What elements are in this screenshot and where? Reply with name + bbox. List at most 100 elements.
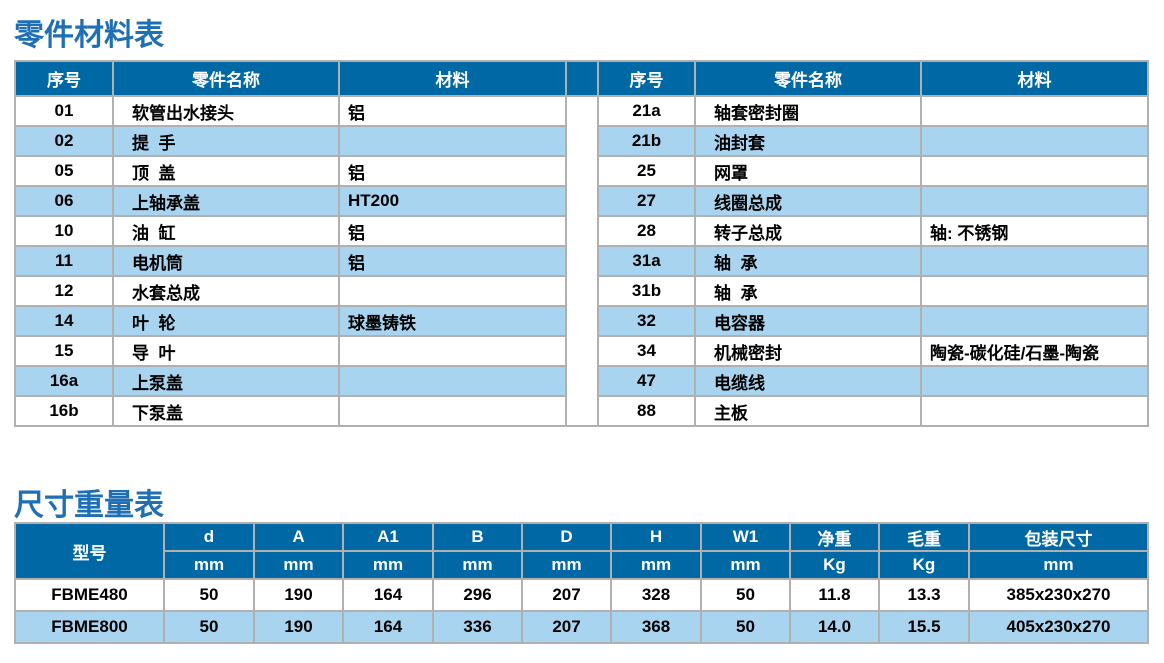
part-name: 顶 盖: [112, 155, 340, 187]
part-name: 轴 承: [694, 245, 922, 277]
header-unit: mm: [342, 550, 434, 580]
gap-cell: [565, 186, 599, 216]
header-material: 材料: [920, 60, 1149, 97]
gap-cell: [565, 126, 599, 156]
gap-cell: [565, 276, 599, 306]
part-name: 电缆线: [694, 365, 922, 397]
part-no: 21b: [597, 125, 696, 157]
header-unit: mm: [432, 550, 523, 580]
table-row: 10 油 缸铝 28 转子总成 轴: 不锈钢: [14, 215, 1149, 247]
value-cell: 190: [253, 578, 344, 612]
part-name: 网罩: [694, 155, 922, 187]
header-dim: d: [163, 522, 255, 552]
part-name: 电容器: [694, 305, 922, 337]
table-row: 15 导 叶 34 机械密封 陶瓷-碳化硅/石墨-陶瓷: [14, 335, 1149, 367]
part-no: 47: [597, 365, 696, 397]
part-material: HT200: [338, 185, 567, 217]
part-no: 10: [14, 215, 114, 247]
gap-cell: [565, 246, 599, 276]
header-unit: mm: [968, 550, 1149, 580]
value-cell: 164: [342, 610, 434, 644]
table-row: 16a 上泵盖 47 电缆线: [14, 365, 1149, 397]
header-unit: mm: [521, 550, 612, 580]
value-cell: 11.8: [789, 578, 880, 612]
part-material: [920, 185, 1149, 217]
value-cell: 385x230x270: [968, 578, 1149, 612]
header-unit: Kg: [789, 550, 880, 580]
header-name: 零件名称: [694, 60, 922, 97]
part-name: 转子总成: [694, 215, 922, 247]
part-no: 88: [597, 395, 696, 427]
header-dim: 净重: [789, 522, 880, 552]
table-row: 14 叶 轮球墨铸铁 32 电容器: [14, 305, 1149, 337]
dims-table-title: 尺寸重量表: [14, 489, 164, 522]
part-name: 主板: [694, 395, 922, 427]
part-name: 轴 承: [694, 275, 922, 307]
table-row: 05 顶 盖铝 25 网罩: [14, 155, 1149, 187]
part-name: 下泵盖: [112, 395, 340, 427]
value-cell: 207: [521, 578, 612, 612]
table-row: FBME480 50 190 164 296 207 328 50 11.8 13.3 385x23…: [14, 578, 1149, 612]
value-cell: 50: [700, 578, 791, 612]
value-cell: 50: [163, 610, 255, 644]
part-material: 铝: [338, 155, 567, 187]
value-cell: 50: [163, 578, 255, 612]
part-no: 28: [597, 215, 696, 247]
parts-table-title: 零件材料表: [14, 19, 164, 52]
part-no: 02: [14, 125, 114, 157]
header-gap: [565, 60, 599, 97]
part-name: 油 缸: [112, 215, 340, 247]
header-dim: H: [610, 522, 702, 552]
part-name: 轴套密封圈: [694, 95, 922, 127]
part-no: 06: [14, 185, 114, 217]
part-material: 铝: [338, 245, 567, 277]
part-name: 上泵盖: [112, 365, 340, 397]
parts-table: 序号 零件名称 材料 序号 零件名称 材料 01 软管出水接头铝 21a 轴套密封圈 0…: [14, 60, 1149, 427]
header-dim: A1: [342, 522, 434, 552]
part-name: 上轴承盖: [112, 185, 340, 217]
part-name: 机械密封: [694, 335, 922, 367]
table-row: 01 软管出水接头铝 21a 轴套密封圈: [14, 95, 1149, 127]
part-material: 轴: 不锈钢: [920, 215, 1149, 247]
header-no: 序号: [14, 60, 114, 97]
header-unit: mm: [163, 550, 255, 580]
value-cell: 368: [610, 610, 702, 644]
part-no: 31a: [597, 245, 696, 277]
header-unit: mm: [253, 550, 344, 580]
part-no: 05: [14, 155, 114, 187]
gap-cell: [565, 396, 599, 427]
part-material: [338, 275, 567, 307]
part-material: [920, 95, 1149, 127]
part-no: 16a: [14, 365, 114, 397]
value-cell: 336: [432, 610, 523, 644]
gap-cell: [565, 366, 599, 396]
part-name: 线圈总成: [694, 185, 922, 217]
table-row: 06 上轴承盖 HT200 27 线圈总成: [14, 185, 1149, 217]
part-name: 导 叶: [112, 335, 340, 367]
part-no: 11: [14, 245, 114, 277]
part-no: 01: [14, 95, 114, 127]
value-cell: 14.0: [789, 610, 880, 644]
table-row: 12 水套总成 31b 轴 承: [14, 275, 1149, 307]
part-name: 软管出水接头: [112, 95, 340, 127]
part-name: 电机筒: [112, 245, 340, 277]
gap-cell: [565, 216, 599, 246]
part-no: 27: [597, 185, 696, 217]
part-no: 12: [14, 275, 114, 307]
gap-cell: [565, 95, 599, 126]
part-material: [338, 125, 567, 157]
part-no: 14: [14, 305, 114, 337]
value-cell: 164: [342, 578, 434, 612]
part-material: 铝: [338, 215, 567, 247]
value-cell: 13.3: [878, 578, 970, 612]
part-material: [920, 275, 1149, 307]
part-no: 15: [14, 335, 114, 367]
part-material: [920, 245, 1149, 277]
part-name: 叶 轮: [112, 305, 340, 337]
part-no: 16b: [14, 395, 114, 427]
part-material: [920, 155, 1149, 187]
parts-header-row: 序号 零件名称 材料 序号 零件名称 材料: [14, 60, 1149, 97]
part-name: 水套总成: [112, 275, 340, 307]
gap-cell: [565, 336, 599, 366]
value-cell: 190: [253, 610, 344, 644]
